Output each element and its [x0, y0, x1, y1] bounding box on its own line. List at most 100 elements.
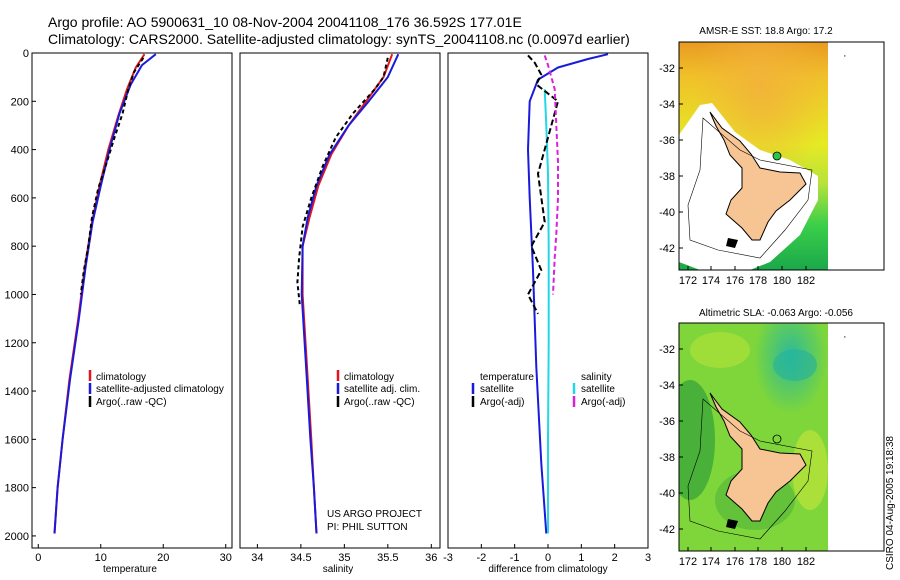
sst-map-title: AMSR-E SST: 18.8 Argo: 17.2 [699, 26, 833, 37]
sst-map-ytick-label: -42 [659, 243, 675, 255]
sla-map-xtick-label: 174 [702, 556, 720, 568]
legend-label-argo: Argo(..raw -QC) [344, 397, 415, 408]
salinity-profile-xtick-label: 36 [425, 552, 437, 564]
temperature-profile-ytick-label: 600 [11, 193, 29, 205]
temperature-profile-ytick-label: 0 [23, 48, 29, 60]
sla-map-ytick-label: -38 [659, 452, 675, 464]
series-layer [53, 53, 609, 534]
sla-map-xtick-label: 178 [749, 556, 767, 568]
temperature-profile-ytick-label: 1400 [5, 386, 29, 398]
sla-map-xtick-label: 182 [797, 556, 815, 568]
sst-map-ytick-label: -38 [659, 171, 675, 183]
temperature-profile-series-argo-raw-qc- [79, 57, 145, 295]
legend-label-satellite: satellite-adjusted climatology [96, 384, 224, 395]
difference-profile-series-salinity-satellite [543, 89, 550, 534]
legend-label-satellite: satellite adj. clim. [344, 384, 420, 395]
sla-map-ticks: 172 174 176 178 180 182 -32 -34 -36 -38 -40 -42 [659, 344, 815, 568]
difference-profile-series-temperature-satellite [527, 53, 609, 534]
salinity-profile-series-satellite-adj-clim- [300, 53, 400, 534]
difference-profile-xtick-label: -3 [443, 552, 453, 564]
difference-profile-xtick-label: 1 [578, 552, 584, 564]
axes-layer: 0 10 20 30020040060080010001200140016001800… [5, 48, 652, 564]
legend-label-climatology: climatology [96, 372, 146, 383]
sla-land [709, 392, 807, 522]
difference-profile-series-salinity-argo-adj- [543, 55, 559, 295]
sla-map-title: Altimetric SLA: -0.063 Argo: -0.056 [699, 308, 853, 319]
sst-map-field [679, 42, 828, 270]
temperature-profile-ytick-label: 400 [11, 145, 29, 157]
difference-profile-xtick-label: 2 [612, 552, 618, 564]
sla-map-xtick-label: 180 [773, 556, 791, 568]
sst-map-xtick-label: 182 [797, 275, 815, 287]
temperature-profile-series-climatology [53, 53, 146, 534]
salinity-profile-xtick-label: 35 [338, 552, 350, 564]
legend-label-sal-satellite: satellite [581, 384, 615, 395]
sla-map-ytick-label: -34 [659, 380, 675, 392]
sst-map-xtick-label: 174 [702, 275, 720, 287]
sst-map-xtick-label: 172 [679, 275, 697, 287]
salinity-panel [239, 52, 441, 549]
difference-profile-xtick-label: 0 [545, 552, 551, 564]
salinity-profile-xtick-label: 34 [251, 552, 263, 564]
temperature-profile-xtick-label: 10 [95, 552, 107, 564]
temperature-profile-xtick-label: 20 [157, 552, 169, 564]
legend-title-salinity: salinity [581, 372, 612, 383]
sst-argo-marker [772, 151, 782, 161]
legend-title-temperature: temperature [480, 372, 534, 383]
credit-pi: PI: PHIL SUTTON [327, 522, 408, 533]
sla-map-blank [828, 323, 884, 551]
sla-map-xtick-label: 176 [726, 556, 744, 568]
temperature-profile-xtick-label: 0 [35, 552, 41, 564]
temperature-profile-ytick-label: 1200 [5, 338, 29, 350]
title-line-1: Argo profile: AO 5900631_10 08-Nov-2004 … [48, 14, 522, 30]
legend-label-argo: Argo(..raw -QC) [96, 397, 167, 408]
difference-profile-xtick-label: -1 [510, 552, 520, 564]
temperature-profile-series-satellite-adjusted-climatology [53, 53, 157, 534]
sst-land [709, 111, 807, 241]
sst-map-xtick-label: 176 [726, 275, 744, 287]
legend-label-temp-satellite: satellite [480, 384, 514, 395]
temperature-panel [31, 52, 233, 549]
temperature-profile-ytick-label: 1000 [5, 289, 29, 301]
sla-map-ytick-label: -36 [659, 416, 675, 428]
sla-map-ytick-label: -42 [659, 524, 675, 536]
salinity-profile-xtick-label: 34.5 [290, 552, 311, 564]
temperature-legend: climatology satellite-adjusted climatolo… [88, 370, 224, 408]
sla-map-island: · [843, 331, 847, 343]
sst-map-ytick-label: -40 [659, 207, 675, 219]
sst-map-xtick-label: 180 [773, 275, 791, 287]
sst-map-blank [828, 42, 884, 270]
difference-legend: temperature satellite Argo(-adj) salinit… [471, 372, 625, 408]
sla-map-xtick-label: 172 [679, 556, 697, 568]
credit-project: US ARGO PROJECT [327, 509, 422, 520]
sst-map-ytick-label: -34 [659, 99, 675, 111]
sla-argo-marker [772, 434, 782, 444]
difference-xlabel: difference from climatology [488, 564, 607, 575]
sst-map-island: · [843, 50, 847, 62]
timestamp: CSIRO 04-Aug-2005 19:18:38 [885, 436, 896, 570]
sla-map-ytick-label: -32 [659, 344, 675, 356]
legend-label-sal-argo: Argo(-adj) [581, 397, 625, 408]
sst-map-ytick-label: -32 [659, 63, 675, 75]
temperature-profile-xtick-label: 30 [220, 552, 232, 564]
sla-map-field [679, 323, 828, 551]
sst-map-ytick-label: -36 [659, 135, 675, 147]
temperature-profile-ytick-label: 1800 [5, 483, 29, 495]
temperature-profile-ytick-label: 200 [11, 96, 29, 108]
temperature-xlabel: temperature [103, 564, 157, 575]
title-line-2: Climatology: CARS2000. Satellite-adjuste… [48, 31, 630, 47]
temperature-profile-ytick-label: 1600 [5, 434, 29, 446]
difference-profile-xtick-label: -2 [476, 552, 486, 564]
sla-map-ytick-label: -40 [659, 488, 675, 500]
sst-map-xtick-label: 178 [749, 275, 767, 287]
legend-label-climatology: climatology [344, 372, 394, 383]
salinity-xlabel: salinity [323, 564, 354, 575]
salinity-profile-series-argo-raw-qc- [296, 57, 389, 307]
sst-map-ticks: 172 174 176 178 180 182 -32 -34 -36 -38 -40 -42 [659, 63, 815, 287]
temperature-profile-ytick-label: 2000 [5, 531, 29, 543]
difference-profile-xtick-label: 3 [645, 552, 651, 564]
difference-profile-series-temperature-argo-adj- [527, 54, 559, 315]
salinity-legend: climatology satellite adj. clim. Argo(..… [336, 370, 420, 408]
legend-label-temp-argo: Argo(-adj) [480, 397, 524, 408]
